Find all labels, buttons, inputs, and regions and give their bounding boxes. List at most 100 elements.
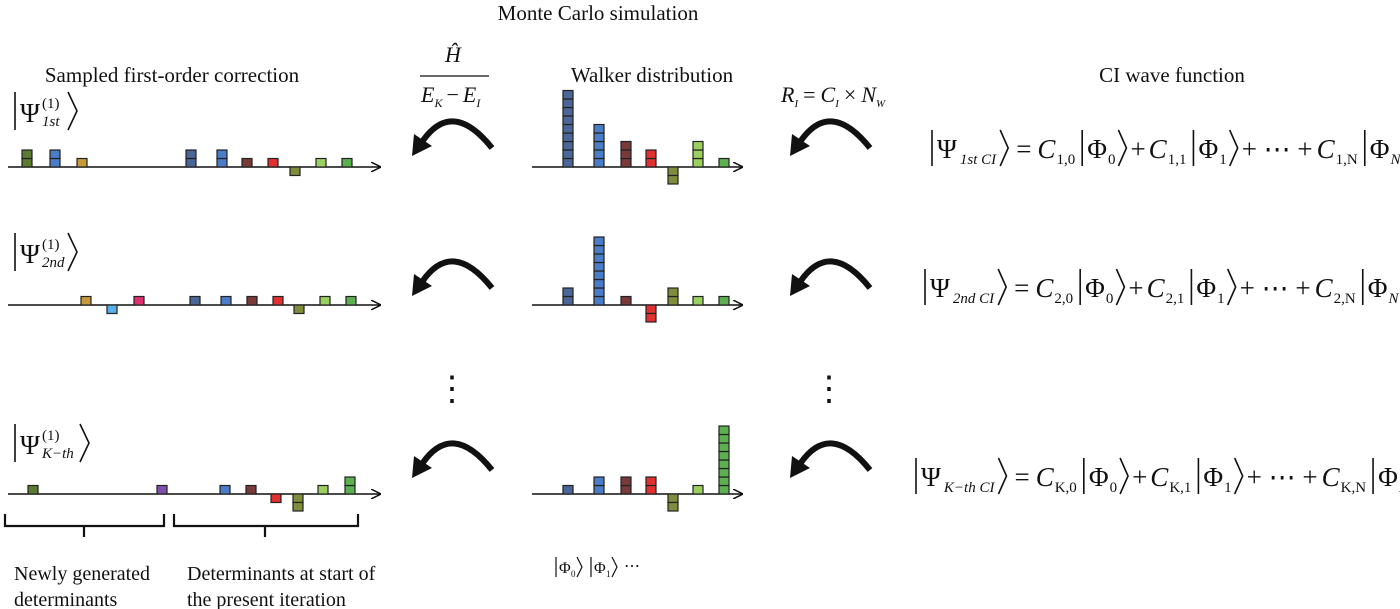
walker-block <box>718 476 730 487</box>
correction-block <box>216 157 228 168</box>
svg-text:Φ: Φ <box>1378 462 1398 492</box>
walker-block <box>562 98 574 109</box>
svg-text:EK−EI: EK − EI <box>420 82 481 110</box>
ci-wave-function-equation: Ψ 1st CI = C 1,0 Φ 0 + C 1,1 Φ 1 + ⋯ + C 1,N Φ N <box>931 129 1400 168</box>
svg-text:⋯: ⋯ <box>624 558 640 575</box>
svg-text:(1): (1) <box>42 96 60 112</box>
title-walker-distribution: Walker distribution <box>571 63 734 87</box>
svg-text:K−th: K−th <box>41 446 74 462</box>
svg-text:0: 0 <box>1106 291 1114 307</box>
svg-text:Ψ: Ψ <box>937 134 957 164</box>
correction-block <box>27 484 39 495</box>
walker-block <box>593 236 605 247</box>
walker-block <box>645 157 657 168</box>
svg-text:C: C <box>1147 273 1166 303</box>
walker-bars <box>562 425 730 512</box>
correction-block <box>133 295 145 306</box>
svg-text:=: = <box>1014 462 1029 492</box>
first-order-correction-ket: Ψ (1) K−th <box>14 423 90 463</box>
walker-block <box>562 149 574 160</box>
arrow-ci-to-walkers-icon <box>790 118 873 156</box>
title-ci-wave-function: CI wave function <box>1099 63 1245 87</box>
walker-block <box>593 123 605 134</box>
svg-text:Φ: Φ <box>1370 134 1390 164</box>
walker-block <box>718 425 730 436</box>
arrow-walkers-to-correction-icon <box>412 118 495 156</box>
correction-block <box>185 149 197 160</box>
svg-text:Φ: Φ <box>1087 134 1107 164</box>
walker-block <box>562 295 574 306</box>
correction-block <box>267 157 279 168</box>
walker-block <box>718 157 730 168</box>
svg-text:Φ: Φ <box>1089 462 1109 492</box>
label-newly-generated-2: determinants <box>14 589 118 609</box>
walker-block <box>562 484 574 495</box>
walker-block <box>562 123 574 134</box>
svg-text:Ψ: Ψ <box>20 239 40 269</box>
correction-block <box>270 493 282 504</box>
correction-block <box>245 484 257 495</box>
svg-text:N: N <box>1390 152 1400 168</box>
svg-text:2nd CI: 2nd CI <box>953 291 995 307</box>
walker-block <box>593 287 605 298</box>
svg-text:Ψ: Ψ <box>921 462 941 492</box>
walker-block <box>620 295 632 306</box>
walker-block <box>562 115 574 126</box>
arrow-ci-to-walkers-icon <box>790 258 873 296</box>
svg-text:+: + <box>1130 134 1145 164</box>
walker-block <box>645 476 657 487</box>
correction-block <box>317 484 329 495</box>
svg-text:Ψ: Ψ <box>930 273 950 303</box>
svg-text:1: 1 <box>606 569 611 579</box>
walker-block <box>620 484 632 495</box>
row-3: Ψ (1)K−thΨ K−th CI = C K,0 Φ 0 + C K,1 Φ 1 + ⋯ + C K,N Φ… <box>8 423 1400 512</box>
walker-block <box>645 149 657 160</box>
svg-text:N: N <box>1388 291 1400 307</box>
svg-text:=: = <box>1016 134 1031 164</box>
walker-block <box>718 442 730 453</box>
correction-block <box>21 149 33 160</box>
walker-block <box>593 244 605 255</box>
svg-text:+ ⋯ +: + ⋯ + <box>1247 462 1318 492</box>
walker-block <box>692 295 704 306</box>
walker-block <box>620 149 632 160</box>
svg-text:C: C <box>1036 462 1055 492</box>
title-sampled-correction: Sampled first-order correction <box>45 63 300 87</box>
row-1: Ψ (1)1st Ψ 1st CI = C 1,0 Φ 0 + C 1,1 Φ 1 + ⋯ + C 1,N Φ N <box>8 89 1400 185</box>
correction-block <box>292 501 304 512</box>
brace-newly-generated <box>3 514 166 537</box>
svg-text:K−th CI: K−th CI <box>943 480 996 496</box>
svg-text:Φ: Φ <box>1203 462 1223 492</box>
svg-text:2,0: 2,0 <box>1054 291 1073 307</box>
correction-block <box>292 493 304 504</box>
svg-text:Φ: Φ <box>559 560 571 577</box>
walker-block <box>718 484 730 495</box>
walker-block <box>645 484 657 495</box>
svg-text:+ ⋯ +: + ⋯ + <box>1240 273 1311 303</box>
svg-text:+: + <box>1128 273 1143 303</box>
walker-block <box>718 467 730 478</box>
svg-text:C: C <box>1315 273 1334 303</box>
correction-block <box>80 295 92 306</box>
arrow-ci-to-walkers-icon <box>790 440 873 478</box>
title-monte-carlo: Monte Carlo simulation <box>498 1 699 25</box>
svg-text:=: = <box>1014 273 1029 303</box>
walker-block <box>667 493 679 504</box>
correction-block <box>106 304 118 315</box>
walker-block <box>667 287 679 298</box>
label-newly-generated: Newly generated <box>14 563 150 585</box>
first-order-correction-ket: Ψ (1) 1st <box>14 91 78 131</box>
correction-block <box>216 149 228 160</box>
sampled-correction-bars <box>27 476 356 512</box>
brace-existing-determinants <box>172 514 360 537</box>
svg-text:1: 1 <box>1224 480 1232 496</box>
walker-block <box>620 157 632 168</box>
walker-block <box>692 484 704 495</box>
svg-text:C: C <box>1035 273 1054 303</box>
walker-block <box>593 476 605 487</box>
svg-text:(1): (1) <box>42 237 60 253</box>
walker-block <box>620 140 632 151</box>
svg-text:Φ: Φ <box>1196 273 1216 303</box>
svg-text:Ĥ: Ĥ <box>444 42 462 67</box>
